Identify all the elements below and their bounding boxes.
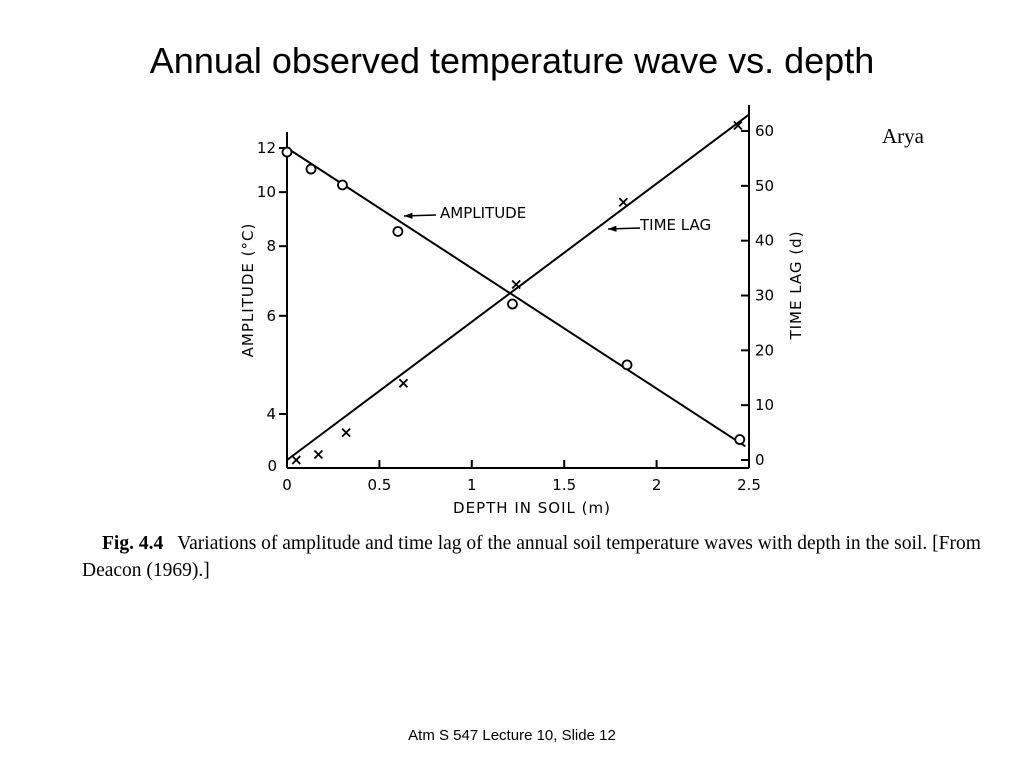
figure-label: Fig. 4.4 <box>102 533 164 554</box>
amplitude-point <box>305 163 317 175</box>
time-lag-annotation: TIME LAG <box>639 216 711 234</box>
time-lag-arrow-head <box>608 225 617 232</box>
amplitude-point <box>337 179 348 191</box>
amplitude-point <box>392 226 404 237</box>
left-y-tick-label: 0 <box>267 457 277 475</box>
amplitude-arrow-head <box>404 212 413 219</box>
x-tick-label: 0 <box>282 476 292 494</box>
time-lag-point <box>341 427 351 438</box>
figure-caption-text: Variations of amplitude and time lag of … <box>82 533 981 581</box>
amplitude-point <box>507 298 518 310</box>
right-y-tick-label: 50 <box>755 177 774 195</box>
x-tick-label: 2.5 <box>737 476 761 494</box>
amplitude-point <box>281 146 293 158</box>
x-tick-label: 0.5 <box>367 476 391 494</box>
credit-label: Arya <box>882 124 924 148</box>
left-axis-title: AMPLITUDE (°C) <box>239 223 257 358</box>
figure-caption: Fig. 4.4 Variations of amplitude and time… <box>82 530 987 584</box>
time-lag-point <box>398 378 409 388</box>
left-y-tick-label: 10 <box>257 183 276 201</box>
time-lag-point <box>511 279 521 290</box>
right-y-tick-label: 60 <box>755 122 774 140</box>
x-tick-label: 1 <box>467 476 477 494</box>
time-lag-point <box>733 120 743 131</box>
amplitude-point <box>621 359 633 371</box>
left-y-tick-label: 8 <box>266 237 276 255</box>
x-axis-title: DEPTH IN SOIL (m) <box>453 499 611 517</box>
right-axis-title: TIME LAG (d) <box>787 230 805 340</box>
amplitude-point <box>734 434 746 445</box>
amplitude-fit-line <box>286 147 746 448</box>
time-lag-point <box>313 449 324 460</box>
left-y-tick-label: 6 <box>266 307 276 325</box>
right-y-tick-label: 40 <box>755 232 774 250</box>
time-lag-point <box>618 197 628 207</box>
time-lag-point <box>291 455 301 465</box>
left-y-tick-label: 12 <box>257 139 276 157</box>
right-y-tick-label: 0 <box>755 451 765 469</box>
left-y-tick-label: 4 <box>266 405 276 423</box>
amplitude-annotation: AMPLITUDE <box>440 204 526 222</box>
right-y-tick-label: 30 <box>755 287 774 305</box>
right-y-tick-label: 20 <box>755 341 774 359</box>
right-y-tick-label: 10 <box>755 396 774 414</box>
slide-footer: Atm S 547 Lecture 10, Slide 12 <box>408 727 616 744</box>
x-tick-label: 2 <box>652 476 662 494</box>
x-tick-label: 1.5 <box>552 476 576 494</box>
slide-title: Annual observed temperature wave vs. dep… <box>149 40 875 81</box>
